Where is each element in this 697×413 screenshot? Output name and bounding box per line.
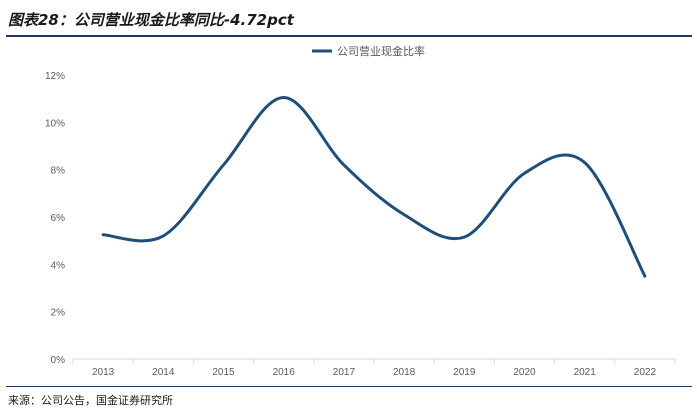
legend: 公司营业现金比率 (312, 44, 425, 58)
x-axis: 2013 2014 2015 2016 2017 2018 2019 2020 2021 2022 (72, 359, 676, 378)
source-note: 来源：公司公告，国金证券研究所 (8, 394, 173, 407)
line-chart: 公司营业现金比率 0%2%4%6%8%10%12% 2013 2014 2015 20… (45, 44, 676, 378)
x-tick-label: 2022 (634, 367, 657, 378)
title-rule (6, 35, 692, 37)
x-tick-label: 2018 (393, 367, 416, 378)
x-tick-label: 2013 (92, 367, 115, 378)
y-tick-label: 12% (45, 71, 65, 82)
figure-title: 图表28：公司营业现金比率同比-4.72pct (8, 11, 294, 29)
legend-label: 公司营业现金比率 (337, 44, 425, 58)
x-tick-label: 2021 (574, 367, 597, 378)
x-tick-label: 2017 (333, 367, 356, 378)
y-tick-label: 8% (51, 166, 66, 177)
series-line (101, 95, 647, 278)
x-tick-label: 2015 (212, 367, 235, 378)
y-axis: 0% 2% 4% 6% 8% 10% 12% (45, 71, 65, 366)
source-rule (6, 386, 692, 387)
y-tick-label: 0% (51, 355, 66, 366)
x-tick-label: 2019 (453, 367, 476, 378)
x-tick-label: 2014 (152, 367, 175, 378)
x-tick-label: 2016 (273, 367, 296, 378)
y-tick-label: 4% (51, 260, 66, 271)
y-tick-label: 10% (45, 118, 65, 129)
y-tick-label: 2% (51, 308, 66, 319)
y-tick-label: 6% (51, 213, 66, 224)
x-tick-label: 2020 (513, 367, 536, 378)
